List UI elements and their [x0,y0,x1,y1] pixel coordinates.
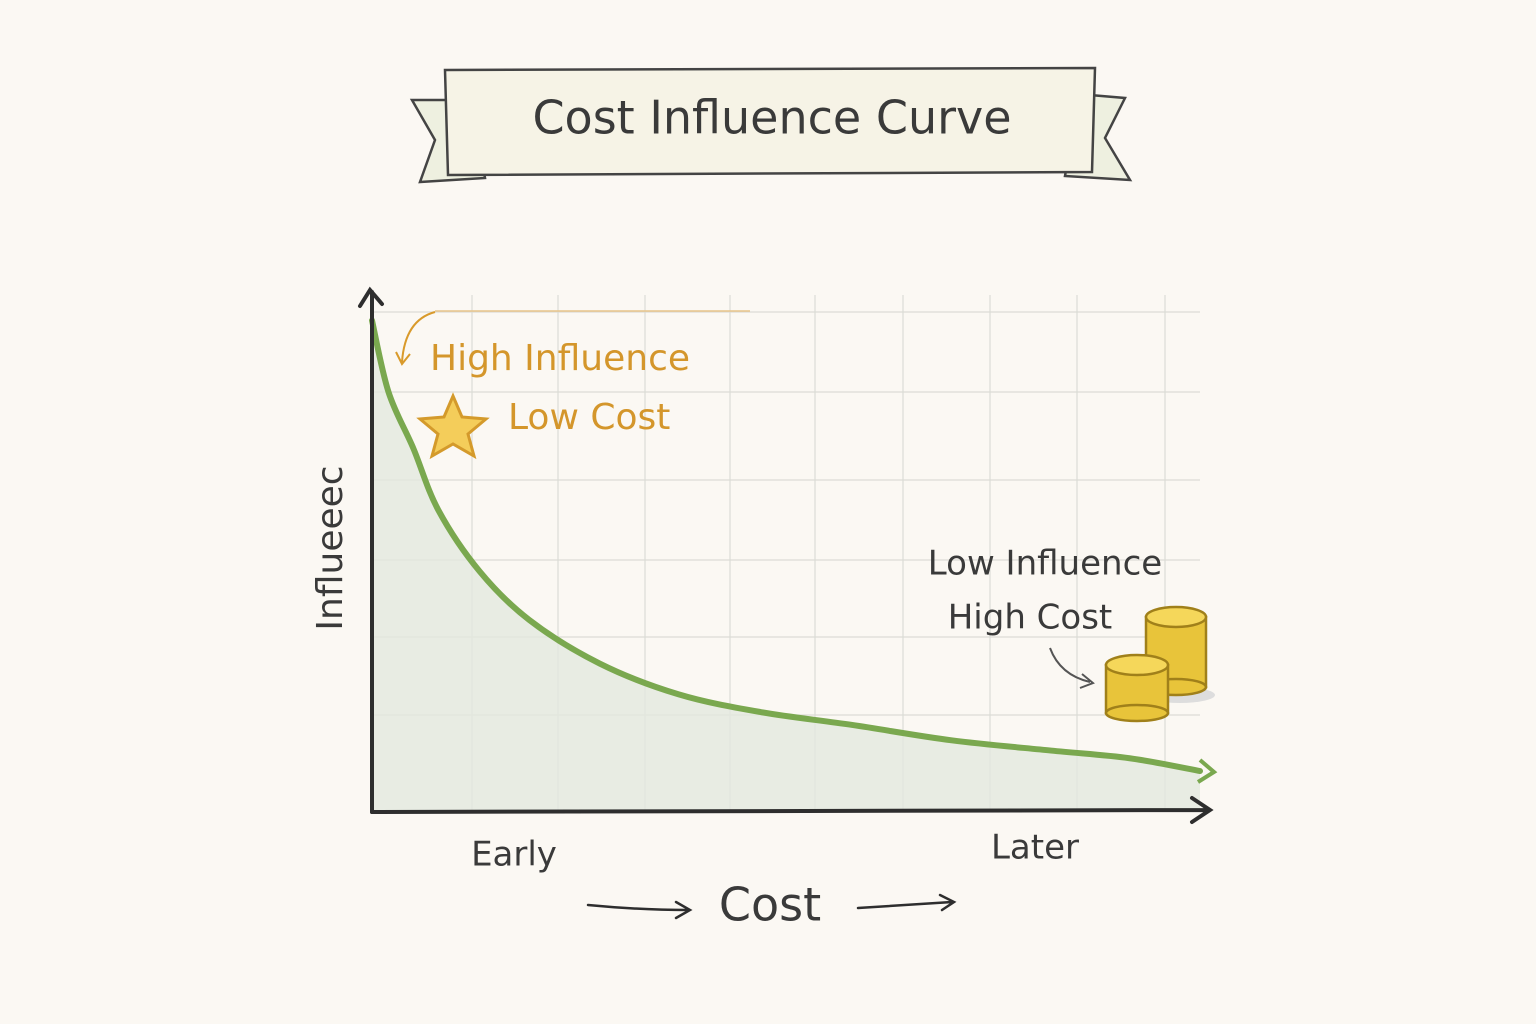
y-axis-label: Influeeec [310,465,351,630]
area-fill [372,320,1200,812]
chart-title: Cost Influence Curve [532,91,1011,145]
curve-arrow [1196,758,1218,784]
annotation-arrow [395,311,436,366]
x-start-label: Early [471,835,557,875]
axes [358,286,1214,920]
title-banner [409,66,1133,184]
star-icon [416,392,490,460]
x-axis-label: Cost [719,878,821,932]
annotation-arrow [1049,647,1095,689]
annotation: Low Cost [508,397,670,438]
plot [369,317,1203,812]
annotation: Low Influence [928,544,1162,584]
annotation: High Influence [430,338,690,379]
curve [369,317,1203,775]
x-end-label: Later [991,828,1079,868]
annotation: High Cost [948,598,1113,638]
coins-icon [1104,605,1215,723]
